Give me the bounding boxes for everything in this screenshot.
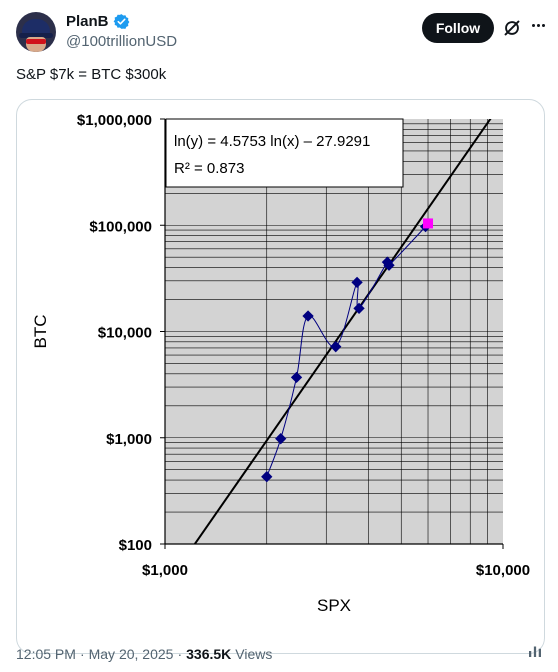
chart: $100 $1,000 $10,000 $100,000 $1,000,000 $1,00… xyxy=(31,112,530,615)
data-point-marker xyxy=(330,341,342,353)
views-count: 336.5K xyxy=(186,646,232,662)
post-time[interactable]: 12:05 PM xyxy=(16,646,76,662)
y-tick-label: $10,000 xyxy=(98,325,152,342)
more-dot xyxy=(537,24,540,27)
data-point-marker xyxy=(261,471,273,483)
post-meta: 12:05 PM · May 20, 2025 · 336.5K Views xyxy=(16,646,272,662)
x-tick-label: $1,000 xyxy=(142,562,188,579)
data-point-marker xyxy=(302,310,314,322)
avatar-glasses xyxy=(26,39,46,44)
meta-separator: · xyxy=(79,646,85,662)
meta-separator: · xyxy=(177,646,183,662)
tweet-media-chart[interactable]: $100 $1,000 $10,000 $100,000 $1,000,000 $1,00… xyxy=(16,99,545,654)
data-point-marker xyxy=(351,276,363,289)
data-point-marker xyxy=(290,371,303,384)
y-tick-label: $100,000 xyxy=(89,218,152,235)
x-tick-label: $10,000 xyxy=(476,562,530,579)
analytics-icon[interactable] xyxy=(526,642,544,660)
y-tick-label: $100 xyxy=(119,537,152,554)
data-point-marker xyxy=(353,302,365,315)
y-axis-label: BTC xyxy=(31,315,50,349)
more-icon[interactable] xyxy=(532,24,545,27)
data-point-marker xyxy=(275,433,287,445)
avatar-brim xyxy=(19,33,53,38)
trendline-r-squared: R² = 0.873 xyxy=(174,160,244,177)
x-axis-label: SPX xyxy=(317,596,351,615)
verified-badge-icon xyxy=(113,14,129,29)
more-dot xyxy=(532,24,535,27)
post-date[interactable]: May 20, 2025 xyxy=(88,646,174,662)
display-name[interactable]: PlanB xyxy=(66,13,109,30)
author-handle[interactable]: @100trillionUSD xyxy=(66,33,178,50)
grok-icon[interactable] xyxy=(501,17,523,39)
avatar-cap xyxy=(22,19,50,35)
highlight-point-marker xyxy=(423,218,434,229)
follow-button[interactable]: Follow xyxy=(422,13,494,43)
equation-box xyxy=(165,118,404,188)
more-dot xyxy=(542,24,545,27)
author-name-row[interactable]: PlanB xyxy=(66,13,130,30)
trendline-equation: ln(y) = 4.5753 ln(x) – 27.9291 xyxy=(174,133,370,150)
y-tick-label: $1,000,000 xyxy=(77,112,152,129)
avatar[interactable] xyxy=(16,12,56,52)
tweet-text: S&P $7k = BTC $300k xyxy=(16,66,167,83)
data-point-marker xyxy=(383,259,395,271)
y-tick-label: $1,000 xyxy=(106,431,152,448)
views-label: Views xyxy=(235,646,273,662)
